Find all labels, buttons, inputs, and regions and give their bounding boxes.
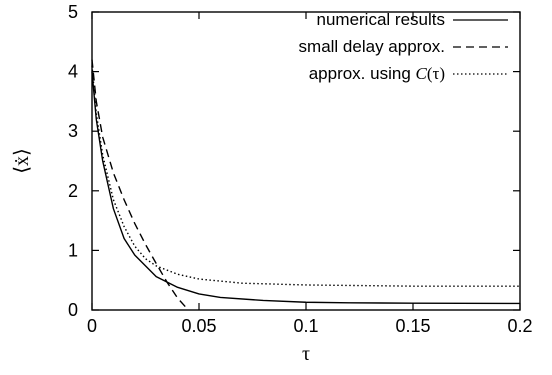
y-tick-labels: 0 1 2 3 4 5 xyxy=(68,2,78,320)
legend: numerical results small delay approx. ap… xyxy=(299,10,508,83)
y-axis-label: ⟨ẋ⟩ xyxy=(11,148,33,174)
x-tick-label: 0.15 xyxy=(395,316,430,336)
axis-ticks xyxy=(91,11,521,311)
y-tick-label: 5 xyxy=(68,2,78,22)
y-tick-label: 4 xyxy=(68,62,78,82)
series-lines xyxy=(91,59,521,311)
series-line-small-delay xyxy=(91,59,189,311)
y-tick-label: 1 xyxy=(68,240,78,260)
y-tick-label: 3 xyxy=(68,121,78,141)
x-axis-label: τ xyxy=(302,343,310,365)
x-tick-label: 0.2 xyxy=(507,316,532,336)
legend-label-approx-c-prefix: approx. using xyxy=(309,64,416,83)
legend-label-approx-c: approx. using C(τ) xyxy=(309,64,445,83)
legend-label-small-delay: small delay approx. xyxy=(299,37,445,56)
x-tick-label: 0 xyxy=(87,316,97,336)
series-line-approx-c xyxy=(91,65,520,287)
y-tick-label: 0 xyxy=(68,300,78,320)
legend-label-approx-c-func: C xyxy=(416,64,428,83)
x-tick-label: 0.05 xyxy=(181,316,216,336)
x-tick-labels: 0 0.05 0.1 0.15 0.2 xyxy=(87,316,533,336)
y-tick-label: 2 xyxy=(68,181,78,201)
legend-label-numerical: numerical results xyxy=(317,10,446,29)
legend-label-approx-c-arg: (τ) xyxy=(427,64,445,83)
x-tick-label: 0.1 xyxy=(293,316,318,336)
series-line-numerical xyxy=(91,71,521,305)
